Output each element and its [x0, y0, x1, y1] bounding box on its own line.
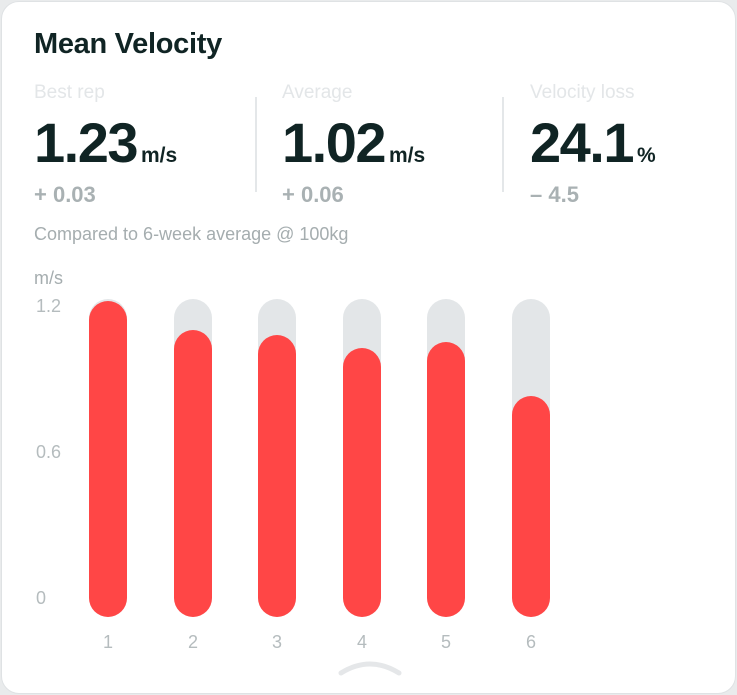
bar-track [343, 299, 381, 617]
metric-average: Average 1.02 m/s + 0.06 [282, 82, 502, 208]
bar-track [427, 299, 465, 617]
metric-delta: + 0.06 [282, 182, 344, 207]
metric-label: Average [282, 82, 353, 103]
metric-delta: + 0.03 [34, 182, 96, 207]
bar-value[interactable] [427, 342, 465, 617]
x-tick-label: 3 [271, 632, 282, 652]
metric-value: 24.1 [530, 111, 635, 174]
x-tick-label: 2 [187, 632, 198, 652]
bar-value[interactable] [174, 329, 212, 617]
bar-value[interactable] [343, 347, 381, 617]
x-tick-label: 6 [525, 632, 536, 652]
metric-unit: % [637, 144, 656, 167]
metric-delta: – 4.5 [530, 182, 579, 207]
y-tick-label: 1.2 [36, 296, 62, 316]
metric-value: 1.02 [282, 111, 387, 174]
metric-velocity-loss: Velocity loss 24.1% – 4.5 [530, 82, 737, 208]
x-tick-label: 1 [102, 632, 113, 652]
metric-best-rep: Best rep 1.23 m/s + 0.03 [34, 82, 254, 208]
bar-track [174, 299, 212, 617]
y-tick-label: 0 [36, 588, 47, 608]
y-tick-label: 0.6 [36, 442, 62, 462]
y-axis-unit-label: m/s [34, 268, 63, 288]
bar-track [258, 299, 296, 617]
x-tick-label: 5 [440, 632, 451, 652]
metric-label: Velocity loss [530, 82, 635, 103]
chevron-up-icon[interactable] [337, 657, 403, 679]
metric-divider [502, 97, 504, 192]
bar-value[interactable] [512, 396, 550, 617]
bar-value[interactable] [258, 334, 296, 617]
comparison-caption: Compared to 6-week average @ 100kg [34, 224, 349, 244]
bar-track [89, 299, 127, 617]
bar-value[interactable] [89, 301, 127, 617]
x-tick-label: 4 [356, 632, 367, 652]
bar-track [512, 299, 550, 617]
card-title: Mean Velocity [34, 28, 222, 60]
metric-divider [255, 97, 257, 192]
metric-unit: m/s [389, 144, 426, 167]
metric-unit: m/s [141, 144, 178, 167]
metric-label: Best rep [34, 82, 105, 103]
metric-value: 1.23 [34, 111, 139, 174]
